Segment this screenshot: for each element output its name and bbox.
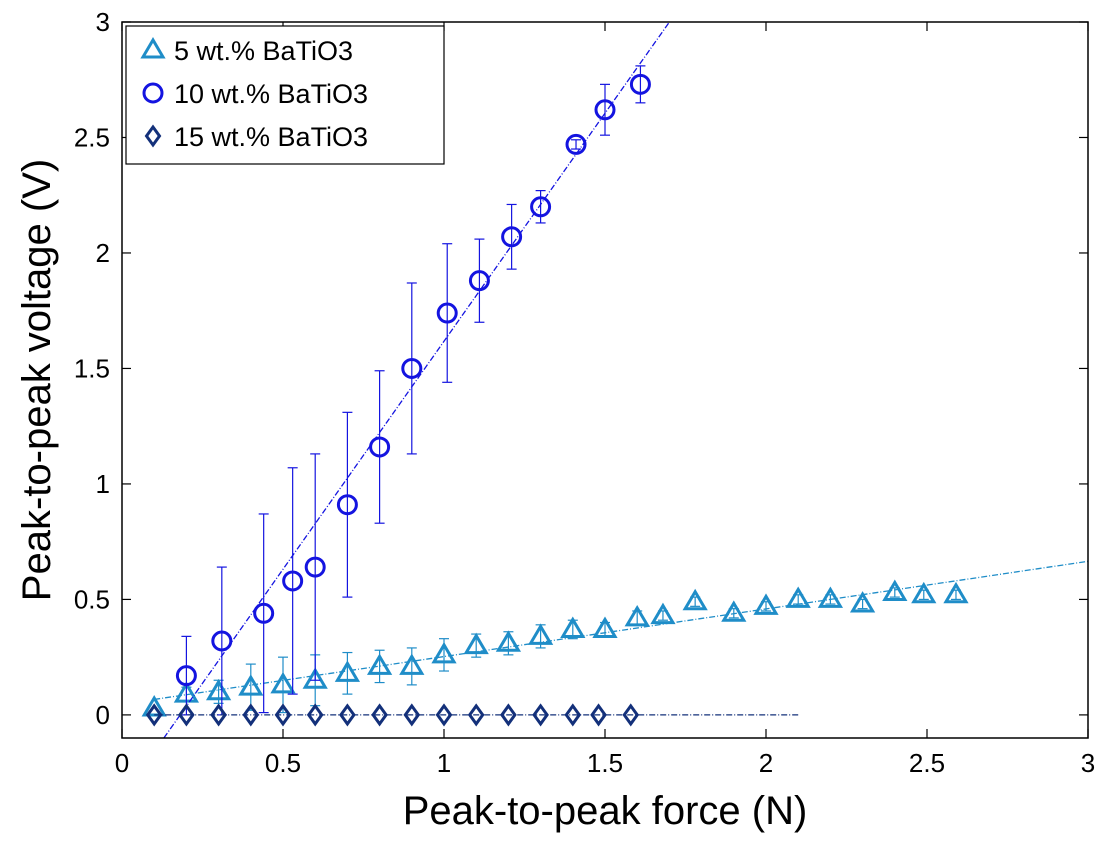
series-layer (141, 22, 1088, 738)
data-point (753, 593, 779, 615)
legend-items: 5 wt.% BaTiO3 10 wt.% BaTiO3 15 wt.% BaTiO… (140, 36, 368, 152)
data-point (564, 703, 582, 727)
data-point (882, 579, 908, 601)
data-point (431, 641, 457, 664)
data-point (145, 703, 163, 727)
data-point (527, 623, 554, 645)
legend-item: 15 wt.% BaTiO3 (144, 122, 368, 152)
data-point (911, 581, 937, 604)
data-point (242, 703, 260, 727)
data-point (501, 226, 523, 248)
data-point (205, 678, 232, 701)
data-point (253, 602, 275, 624)
legend-marker (142, 82, 164, 104)
x-tick-label: 2 (759, 748, 773, 778)
data-point (943, 581, 969, 604)
legend-marker (140, 37, 166, 59)
data-point (210, 703, 227, 727)
series-1 (141, 560, 1088, 717)
data-point (468, 270, 490, 292)
data-point (530, 196, 552, 218)
legend-item: 5 wt.% BaTiO3 (140, 36, 353, 66)
legend-item: 10 wt.% BaTiO3 (142, 79, 368, 109)
data-point (270, 671, 296, 694)
y-tick-label: 1 (96, 469, 110, 499)
data-point (399, 653, 425, 675)
data-point (463, 632, 489, 655)
data-point (565, 133, 587, 155)
data-point (435, 703, 453, 727)
data-point (590, 703, 607, 727)
data-point (401, 357, 423, 379)
y-tick-label: 0.5 (74, 584, 110, 614)
data-point (175, 665, 197, 687)
x-tick-label: 3 (1081, 748, 1095, 778)
y-tick-label: 2.5 (74, 122, 110, 152)
data-point (336, 494, 358, 516)
y-axis-label: Peak-to-peak voltage (V) (15, 159, 59, 601)
data-point (495, 630, 522, 652)
x-tick-label: 1.5 (587, 748, 623, 778)
data-point (334, 660, 361, 682)
y-tick-label: 1.5 (74, 353, 110, 383)
legend-marker (144, 124, 162, 148)
data-point (650, 602, 676, 625)
data-point (274, 703, 292, 727)
data-point (467, 703, 485, 727)
fit-line (154, 560, 1088, 701)
data-point (306, 703, 324, 727)
legend-box (125, 25, 445, 165)
data-point (369, 436, 391, 458)
data-point (178, 703, 195, 727)
data-point (339, 703, 356, 727)
y-tick-label: 0 (96, 700, 110, 730)
data-point (532, 703, 549, 727)
data-point (594, 99, 616, 121)
data-point (721, 600, 747, 622)
data-point (817, 586, 844, 608)
x-tick-label: 2.5 (909, 748, 945, 778)
data-point (403, 703, 421, 727)
data-point (238, 674, 264, 696)
x-axis-label: Peak-to-peak force (N) (403, 789, 808, 833)
series-2 (163, 22, 670, 738)
series-3 (145, 703, 799, 727)
data-point (371, 703, 388, 727)
data-point (629, 73, 651, 95)
legend-label: 15 wt.% BaTiO3 (174, 122, 368, 152)
data-point (282, 570, 304, 592)
data-point (211, 630, 233, 652)
data-point (500, 703, 517, 727)
y-tick-label: 2 (96, 238, 110, 268)
data-point (592, 616, 618, 638)
data-point (436, 302, 458, 324)
data-point (785, 586, 811, 608)
data-point (624, 604, 650, 627)
legend: 5 wt.% BaTiO3 10 wt.% BaTiO3 15 wt.% BaTiO… (125, 25, 445, 165)
data-point (682, 588, 708, 611)
data-point (366, 653, 393, 675)
data-point (560, 616, 586, 638)
legend-label: 10 wt.% BaTiO3 (174, 79, 368, 109)
data-point (304, 556, 326, 578)
y-tick-label: 3 (96, 7, 110, 37)
ticks-layer: 0 0.5 1 1.5 2 2.5 3 0 0.5 1 1.5 2 2.5 3 (74, 7, 1095, 778)
x-tick-label: 1 (437, 748, 451, 778)
data-point (302, 667, 328, 689)
data-point (849, 591, 876, 613)
legend-label: 5 wt.% BaTiO3 (174, 36, 353, 66)
data-point (622, 703, 640, 727)
x-tick-label: 0 (115, 748, 129, 778)
x-tick-label: 0.5 (265, 748, 301, 778)
